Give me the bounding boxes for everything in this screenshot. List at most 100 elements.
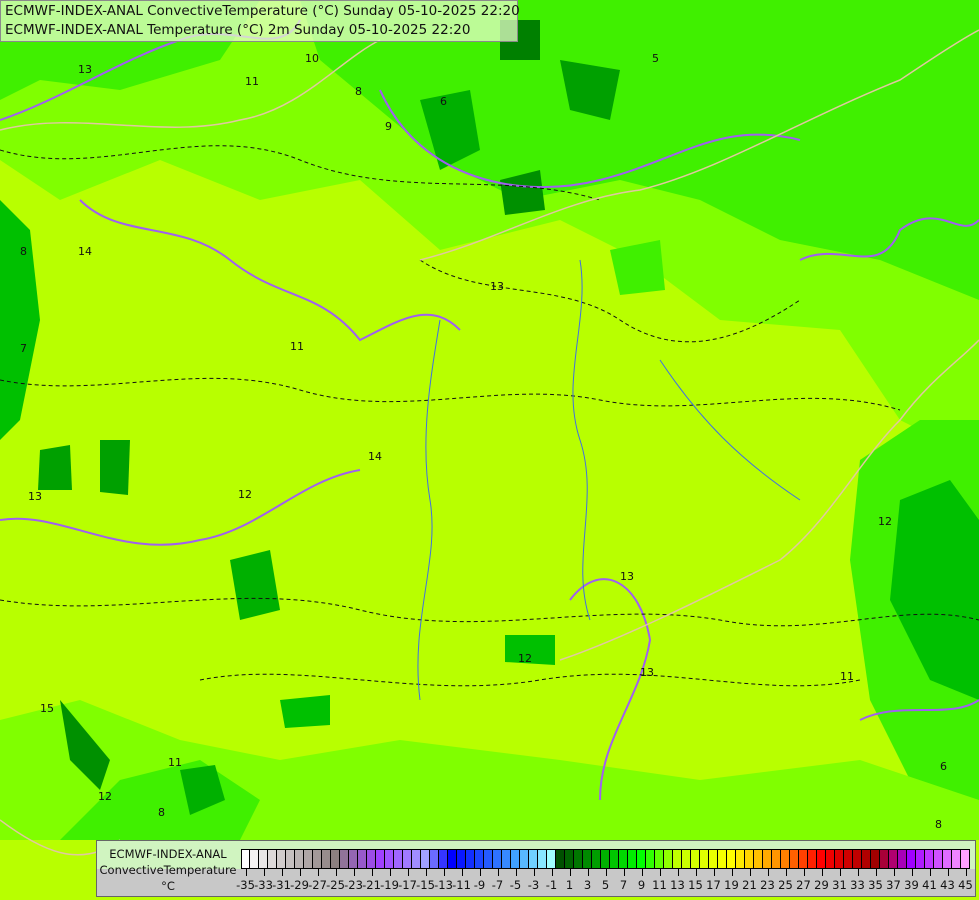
legend-swatch (412, 849, 421, 869)
legend-swatch (250, 849, 259, 869)
contour-label: 13 (490, 280, 504, 293)
legend-tick (299, 869, 301, 876)
legend-tick (443, 869, 445, 876)
legend-swatch (745, 849, 754, 869)
contour-label: 13 (78, 63, 92, 76)
title-line-temperature: ECMWF-INDEX-ANAL Temperature (°C) 2m Sun… (5, 22, 471, 38)
legend-color-bar (241, 849, 970, 869)
legend-swatch (304, 849, 313, 869)
legend-swatch (547, 849, 556, 869)
contour-label: 14 (368, 450, 382, 463)
legend-tick-label: -1 (545, 878, 558, 892)
legend-tick-label: -19 (380, 878, 399, 892)
legend-model: ECMWF-INDEX-ANAL (109, 847, 227, 861)
contour-label: 11 (245, 75, 259, 88)
legend-tick (425, 869, 427, 876)
contour-label: 14 (78, 245, 92, 258)
legend-tick-label: -15 (416, 878, 435, 892)
contour-label: 11 (290, 340, 304, 353)
legend-swatch (457, 849, 466, 869)
legend-tick-label: 25 (778, 878, 793, 892)
legend-tick (911, 869, 913, 876)
legend-tick-label: -7 (491, 878, 504, 892)
contour-label: 15 (40, 702, 54, 715)
legend-swatch (331, 849, 340, 869)
legend-swatch (529, 849, 538, 869)
legend-swatch (934, 849, 943, 869)
legend-parameter: ConvectiveTemperature (99, 863, 237, 877)
legend-tick (533, 869, 535, 876)
legend-swatch (844, 849, 853, 869)
legend-swatch (394, 849, 403, 869)
legend-swatch (682, 849, 691, 869)
legend-swatch (421, 849, 430, 869)
contour-label: 6 (440, 95, 447, 108)
legend-tick-label: 9 (637, 878, 646, 892)
legend-swatch (277, 849, 286, 869)
legend-tick-label: 15 (688, 878, 703, 892)
legend-swatch (646, 849, 655, 869)
legend-swatch (889, 849, 898, 869)
contour-labels: 13 11 10 9 8 6 5 13 14 8 7 11 13 12 14 15 13 12 13 12 11 8 11 1… (20, 52, 947, 831)
rivers (417, 259, 801, 701)
contour-label: 9 (385, 120, 392, 133)
legend-tick-label: 29 (814, 878, 829, 892)
legend-swatch (907, 849, 916, 869)
legend-tick (353, 869, 355, 876)
contour-label: 7 (20, 342, 27, 355)
legend-tick-label: -35 (236, 878, 255, 892)
contour-label: 12 (518, 652, 532, 665)
legend-tick (587, 869, 589, 876)
legend-tick (317, 869, 319, 876)
legend-tick-label: -13 (434, 878, 453, 892)
legend-tick (623, 869, 625, 876)
legend-tick-label: -23 (344, 878, 363, 892)
legend-swatch (322, 849, 331, 869)
legend-swatch (799, 849, 808, 869)
contour-label: 12 (238, 488, 252, 501)
contour-label: 8 (935, 818, 942, 831)
legend-tick (767, 869, 769, 876)
legend-swatch (898, 849, 907, 869)
dashed-contours (0, 145, 979, 687)
legend-tick-label: -3 (527, 878, 540, 892)
legend-tick-label: 39 (904, 878, 919, 892)
legend-tick (335, 869, 337, 876)
legend-tick-label: 1 (565, 878, 574, 892)
legend-tick (551, 869, 553, 876)
legend-swatch (808, 849, 817, 869)
legend-swatch (403, 849, 412, 869)
legend-tick (875, 869, 877, 876)
legend-swatch (817, 849, 826, 869)
legend-swatch (367, 849, 376, 869)
legend-tick (857, 869, 859, 876)
legend-tick (929, 869, 931, 876)
legend-swatch (556, 849, 565, 869)
legend-tick (605, 869, 607, 876)
legend-tick-label: 33 (850, 878, 865, 892)
legend-tick-label: 19 (724, 878, 739, 892)
legend-swatch (484, 849, 493, 869)
legend-tick (641, 869, 643, 876)
legend-tick (695, 869, 697, 876)
legend-tick-label: 5 (601, 878, 610, 892)
legend-swatch (340, 849, 349, 869)
legend-swatch (727, 849, 736, 869)
contour-label: 11 (168, 756, 182, 769)
legend-swatch (664, 849, 673, 869)
legend-tick-label: -31 (272, 878, 291, 892)
legend-swatch (835, 849, 844, 869)
legend-swatch (376, 849, 385, 869)
legend-tick (497, 869, 499, 876)
color-legend: ECMWF-INDEX-ANAL ConvectiveTemperature °… (96, 840, 976, 897)
legend-swatch (538, 849, 547, 869)
legend-swatch (601, 849, 610, 869)
legend-swatch (655, 849, 664, 869)
legend-swatch (619, 849, 628, 869)
legend-tick (479, 869, 481, 876)
legend-swatch (349, 849, 358, 869)
contour-label: 8 (20, 245, 27, 258)
legend-swatch (493, 849, 502, 869)
legend-tick (659, 869, 661, 876)
